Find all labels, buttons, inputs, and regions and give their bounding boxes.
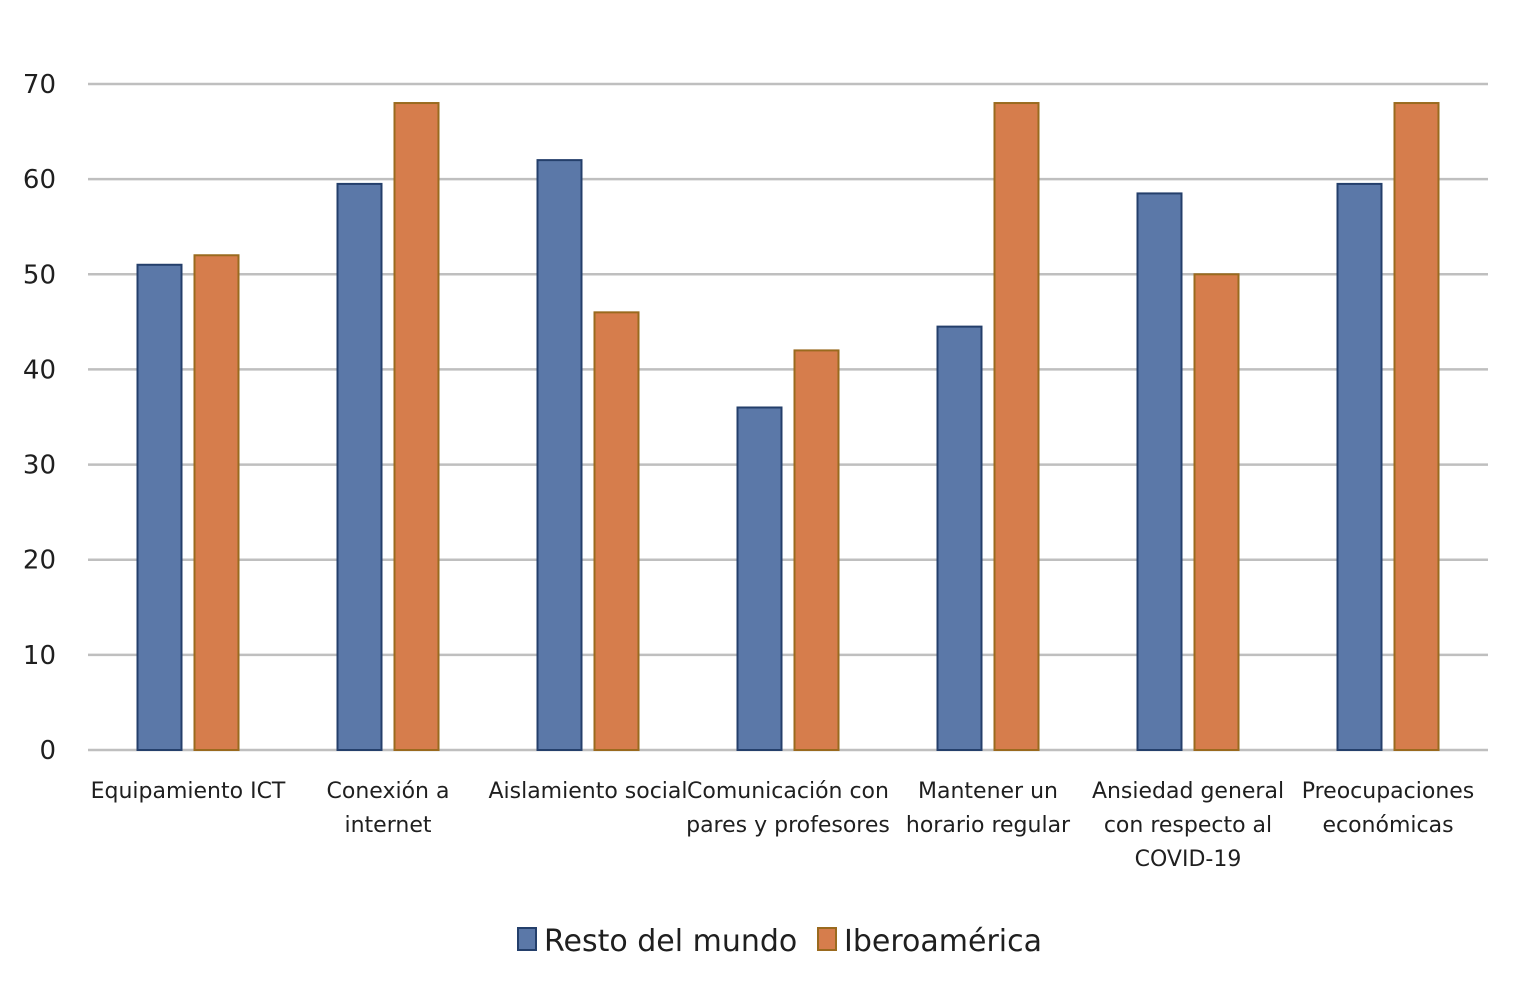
y-tick-label: 50 bbox=[23, 260, 56, 290]
legend-swatch bbox=[817, 927, 837, 951]
bar-resto-del-mundo bbox=[536, 159, 583, 752]
bar-resto-del-mundo bbox=[1336, 182, 1383, 751]
y-axis-ticks: 0 10 20 30 40 50 60 70 bbox=[23, 70, 56, 766]
bar-iberoamerica bbox=[993, 102, 1040, 752]
x-category-label-line: pares y profesores bbox=[686, 813, 890, 838]
x-category-label: Equipamiento ICT bbox=[91, 779, 286, 804]
bar-iberoamerica bbox=[393, 102, 440, 752]
x-category-label-line: internet bbox=[345, 813, 432, 838]
gridlines bbox=[88, 82, 1488, 752]
bars bbox=[136, 102, 1440, 752]
y-tick-label: 70 bbox=[23, 70, 56, 100]
x-category-label-line: COVID-19 bbox=[1135, 847, 1242, 872]
bar-iberoamerica bbox=[1393, 102, 1440, 752]
x-category-label-line: Preocupaciones bbox=[1302, 779, 1475, 804]
bar-resto-del-mundo bbox=[336, 182, 383, 751]
legend: Resto del mundo Iberoamérica bbox=[517, 924, 1042, 959]
legend-label: Resto del mundo bbox=[544, 924, 797, 959]
y-tick-label: 60 bbox=[23, 165, 56, 195]
bar-iberoamerica bbox=[1193, 273, 1240, 751]
x-category-label: Ansiedad general con respecto al COVID-19 bbox=[1092, 779, 1284, 872]
x-category-label-line: económicas bbox=[1322, 813, 1453, 838]
legend-label: Iberoamérica bbox=[844, 924, 1042, 959]
x-category-label: Mantener un horario regular bbox=[906, 779, 1071, 838]
x-category-label-line: con respecto al bbox=[1104, 813, 1272, 838]
bar-resto-del-mundo bbox=[1136, 192, 1183, 751]
y-tick-label: 30 bbox=[23, 451, 56, 481]
x-category-label: Comunicación con pares y profesores bbox=[686, 779, 890, 838]
x-category-label-line: Aislamiento social bbox=[488, 779, 687, 804]
x-category-label: Aislamiento social bbox=[488, 779, 687, 804]
x-axis-category-labels: Equipamiento ICT Conexión a internet Aislam… bbox=[91, 779, 1475, 872]
x-category-label-line: Mantener un bbox=[918, 779, 1058, 804]
x-category-label: Preocupaciones económicas bbox=[1302, 779, 1475, 838]
bar-iberoamerica bbox=[193, 254, 240, 751]
bar-resto-del-mundo bbox=[136, 263, 183, 751]
x-category-label-line: Comunicación con bbox=[687, 779, 889, 804]
x-category-label-line: horario regular bbox=[906, 813, 1071, 838]
x-category-label-line: Ansiedad general bbox=[1092, 779, 1284, 804]
bar-iberoamerica bbox=[793, 349, 840, 751]
x-category-label-line: Equipamiento ICT bbox=[91, 779, 286, 804]
legend-swatch bbox=[517, 927, 537, 951]
x-category-label-line: Conexión a bbox=[327, 779, 450, 804]
bar-resto-del-mundo bbox=[736, 406, 783, 751]
x-category-label: Conexión a internet bbox=[327, 779, 450, 838]
y-tick-label: 0 bbox=[39, 736, 56, 766]
y-tick-label: 40 bbox=[23, 355, 56, 385]
bar-resto-del-mundo bbox=[936, 325, 983, 751]
bar-iberoamerica bbox=[593, 311, 640, 751]
y-tick-label: 20 bbox=[23, 546, 56, 576]
y-tick-label: 10 bbox=[23, 641, 56, 671]
